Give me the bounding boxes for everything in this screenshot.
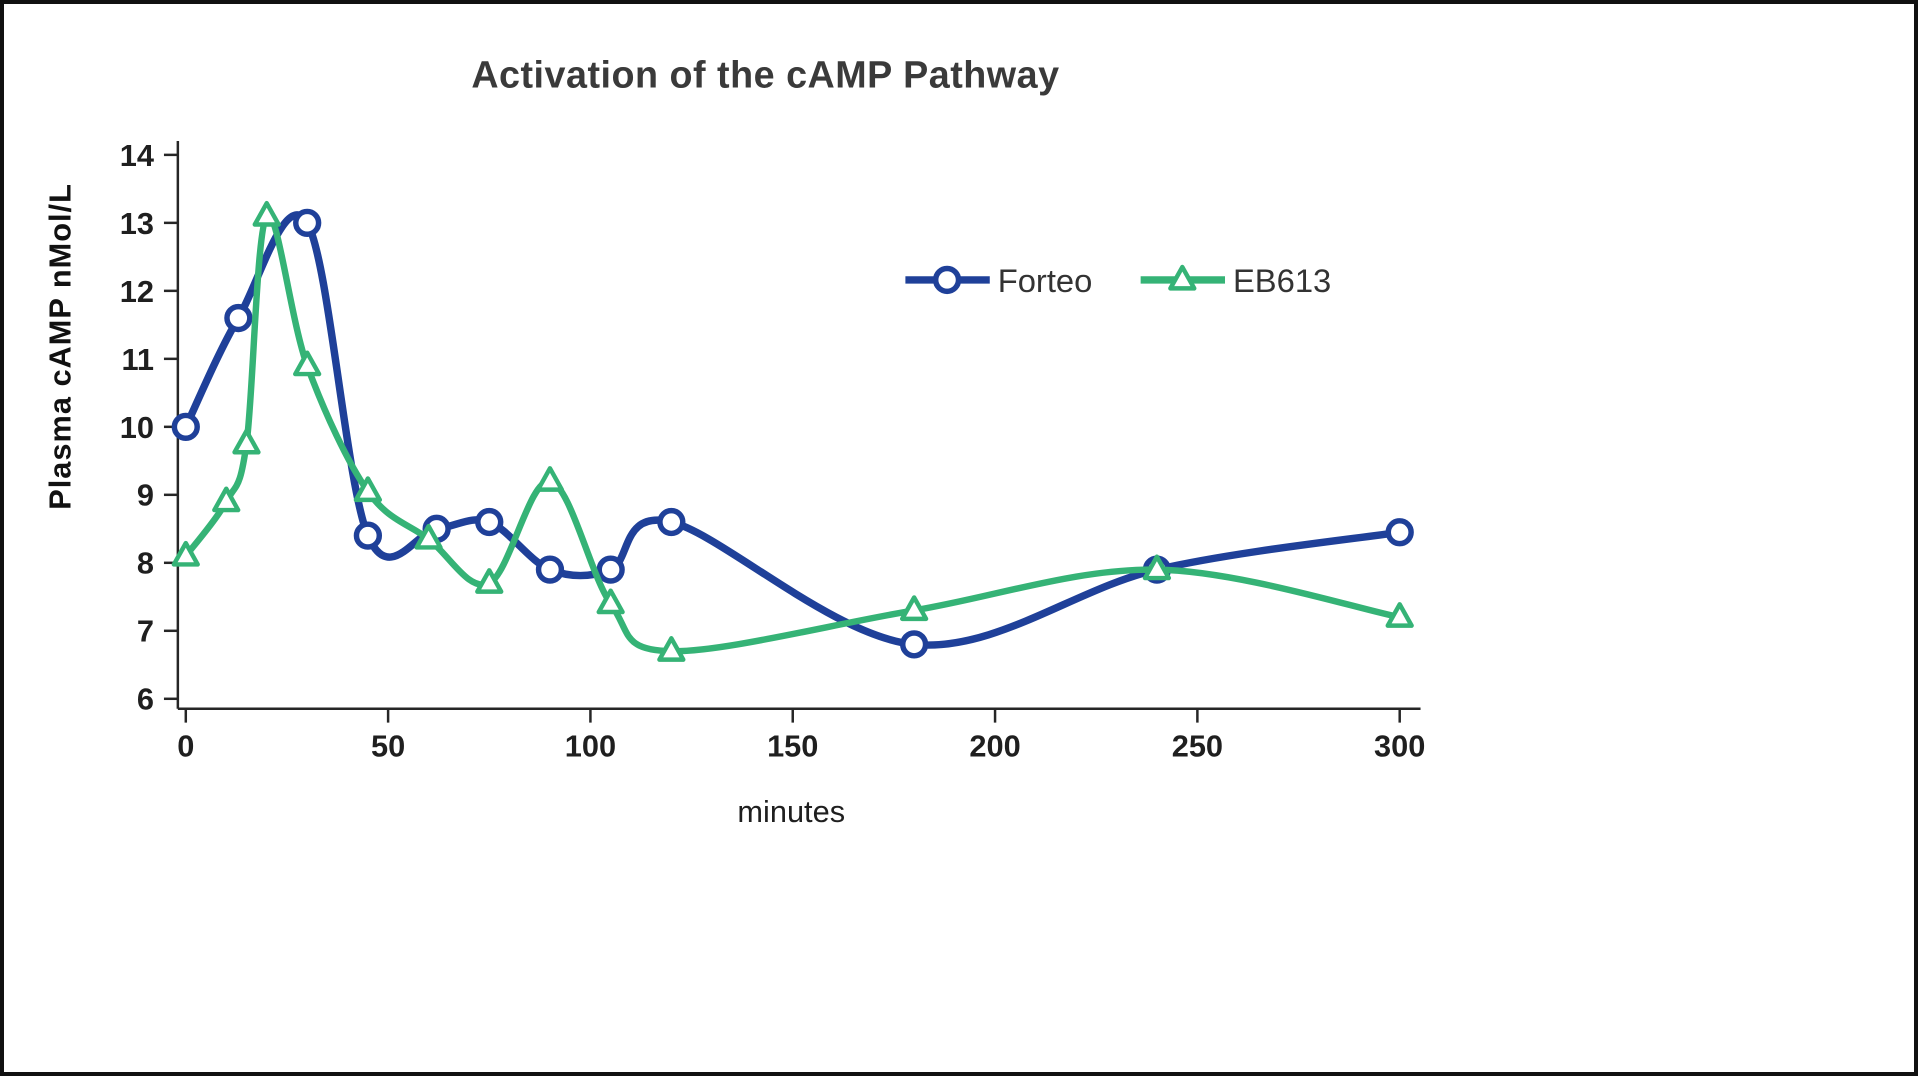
marker-circle-forteo — [596, 555, 625, 584]
y-tick-label: 12 — [120, 274, 154, 309]
legend-label-eb613: EB613 — [1233, 262, 1331, 299]
x-tick-label: 50 — [371, 728, 405, 763]
marker-triangle-eb613 — [475, 568, 504, 594]
marker-circle-forteo — [293, 208, 322, 238]
y-tick-label: 7 — [137, 614, 154, 649]
axes: 6 7 8 9 10 11 12 13 14 0 50 100 150 200 250 300 — [120, 138, 1426, 764]
marker-triangle-eb613 — [1142, 554, 1172, 581]
y-axis-title: Plasma cAMP nMol/L — [43, 183, 78, 510]
marker-triangle-eb613 — [657, 636, 686, 662]
x-tick-label: 150 — [767, 728, 818, 763]
x-tick-label: 100 — [565, 728, 616, 763]
marker-circle-forteo — [475, 507, 504, 537]
marker-circle-forteo — [1385, 518, 1414, 547]
series-lines — [171, 200, 1414, 662]
y-tick-label: 14 — [120, 138, 154, 173]
marker-circle-forteo — [932, 265, 962, 295]
marker-circle-forteo — [535, 555, 565, 584]
marker-circle-forteo — [224, 303, 253, 333]
y-tick-label: 10 — [120, 410, 154, 445]
marker-triangle-eb613 — [596, 588, 625, 615]
marker-triangle-eb613 — [535, 466, 565, 492]
chart-title: Activation of the cAMP Pathway — [471, 53, 1059, 95]
marker-triangle-eb613 — [252, 200, 281, 227]
y-tick-label: 9 — [137, 478, 154, 513]
y-tick-label: 8 — [137, 546, 154, 581]
x-tick-label: 250 — [1172, 728, 1223, 763]
marker-triangle-eb613 — [899, 595, 929, 622]
marker-circle-forteo — [899, 630, 929, 659]
legend: Forteo EB613 — [905, 262, 1331, 299]
y-tick-label: 11 — [122, 342, 155, 377]
chart-svg: Activation of the cAMP Pathway Plasma cA… — [43, 53, 1426, 829]
marker-circle-forteo — [353, 521, 383, 550]
marker-triangle-eb613 — [293, 350, 322, 377]
x-axis-title: minutes — [737, 794, 845, 829]
legend-label-forteo: Forteo — [998, 262, 1093, 299]
x-tick-label: 300 — [1374, 728, 1425, 763]
marker-triangle-eb613 — [232, 428, 261, 455]
y-tick-label: 13 — [120, 206, 154, 241]
y-tick-label: 6 — [137, 682, 154, 717]
camp-pathway-chart: Activation of the cAMP Pathway Plasma cA… — [4, 4, 1914, 1072]
marker-triangle-eb613 — [171, 540, 200, 567]
marker-triangle-eb613 — [1168, 264, 1197, 291]
marker-triangle-eb613 — [353, 476, 383, 503]
marker-triangle-eb613 — [1385, 602, 1414, 628]
x-tick-label: 200 — [969, 728, 1020, 763]
marker-triangle-eb613 — [212, 486, 241, 513]
marker-circle-forteo — [171, 412, 200, 441]
marker-circle-forteo — [657, 507, 686, 537]
x-tick-label: 0 — [177, 728, 194, 763]
marker-triangle-eb613 — [414, 523, 443, 550]
